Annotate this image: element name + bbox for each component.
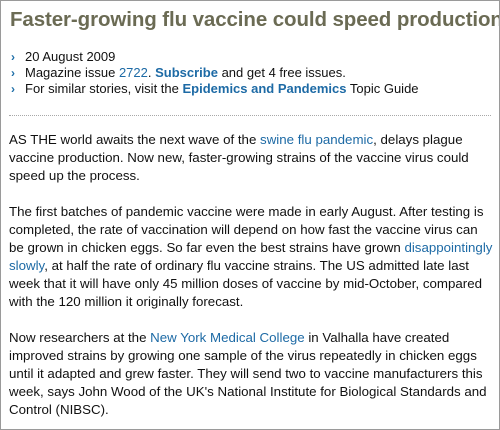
topic-guide-link[interactable]: Epidemics and Pandemics <box>182 81 347 96</box>
paragraph-text: Now researchers at the <box>9 330 151 345</box>
issue-prefix: Magazine issue <box>25 65 119 80</box>
paragraph-text: The first batches of pandemic vaccine we… <box>9 204 484 255</box>
bullet-arrow-icon: › <box>11 66 15 80</box>
paragraph-text: AS THE world awaits the next wave of the <box>9 132 261 147</box>
subscribe-link[interactable]: Subscribe <box>155 65 218 80</box>
publication-date: 20 August 2009 <box>25 49 116 64</box>
subscribe-suffix: and get 4 free issues. <box>217 65 346 80</box>
similar-prefix: For similar stories, visit the <box>25 81 183 96</box>
article-title: Faster-growing flu vaccine could speed p… <box>10 8 500 31</box>
bullet-arrow-icon: › <box>11 50 15 64</box>
bullet-arrow-icon: › <box>11 82 15 96</box>
divider <box>9 115 491 116</box>
paragraph-text: , delays plague vaccine production. Now … <box>9 132 469 183</box>
new-york-medical-college-link[interactable]: New York Medical College <box>150 330 305 345</box>
paragraph-2: The first batches of pandemic vaccine we… <box>9 203 493 311</box>
paragraph-1: AS THE world awaits the next wave of the… <box>9 131 493 185</box>
swine-flu-pandemic-link[interactable]: swine flu pandemic <box>260 132 374 147</box>
meta-issue-item: › Magazine issue 2722. Subscribe and get … <box>9 65 489 81</box>
meta-topic-item: › For similar stories, visit the Epidemic… <box>9 81 489 97</box>
similar-suffix: Topic Guide <box>346 81 419 96</box>
article-body: AS THE world awaits the next wave of the… <box>9 131 493 429</box>
paragraph-3: Now researchers at the New York Medical … <box>9 329 493 419</box>
paragraph-text: , at half the rate of ordinary flu vacci… <box>9 258 483 309</box>
disappointingly-slowly-link[interactable]: disappointingly slowly <box>9 240 493 273</box>
meta-date-item: › 20 August 2009 <box>9 49 489 65</box>
issue-separator: . <box>147 65 156 80</box>
article-meta-list: › 20 August 2009 › Magazine issue 2722. Su… <box>9 49 489 97</box>
paragraph-text: in Valhalla have created improved strain… <box>9 330 487 417</box>
issue-number-link[interactable]: 2722 <box>118 65 148 80</box>
